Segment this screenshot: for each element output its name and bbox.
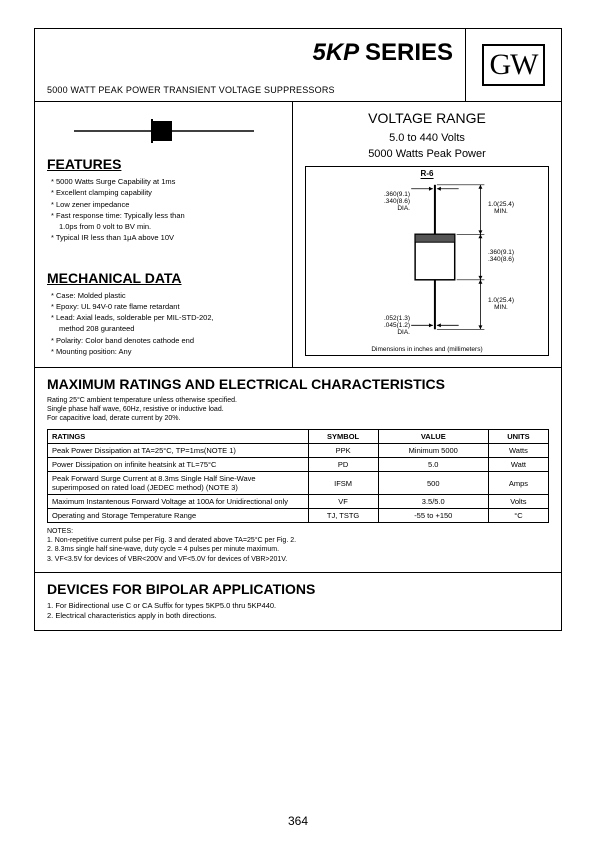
- features-list: 5000 Watts Surge Capability at 1ms Excel…: [51, 176, 280, 244]
- feature-item: Typical IR less than 1μA above 10V: [51, 232, 280, 243]
- dim-top-len: 1.0(25.4) MIN.: [488, 201, 514, 215]
- cell: 5.0: [378, 458, 488, 472]
- cell: Peak Power Dissipation at TA=25°C, TP=1m…: [48, 444, 309, 458]
- feature-item: Low zener impedance: [51, 199, 280, 210]
- left-column: FEATURES 5000 Watts Surge Capability at …: [35, 102, 293, 367]
- cell: Operating and Storage Temperature Range: [48, 509, 309, 523]
- voltage-range: 5.0 to 440 Volts: [305, 132, 549, 144]
- mech-item: Lead: Axial leads, solderable per MIL-ST…: [51, 312, 280, 323]
- ratings-intro: Rating 25°C ambient temperature unless o…: [47, 396, 549, 423]
- page-number: 364: [0, 814, 596, 828]
- title-series: SERIES: [365, 39, 453, 66]
- title-bold: 5KP: [313, 39, 359, 66]
- bipolar-section: DEVICES FOR BIPOLAR APPLICATIONS 1. For …: [34, 573, 562, 631]
- table-row: Power Dissipation on infinite heatsink a…: [48, 458, 549, 472]
- table-row: Peak Forward Surge Current at 8.3ms Sing…: [48, 472, 549, 495]
- table-header-row: RATINGS SYMBOL VALUE UNITS: [48, 430, 549, 444]
- note-line: 1. Non-repetitive current pulse per Fig.…: [47, 536, 549, 545]
- note-line: 2. 8.3ms single half sine-wave, duty cyc…: [47, 545, 549, 554]
- table-row: Operating and Storage Temperature Range …: [48, 509, 549, 523]
- dim-body: .360(9.1) .340(8.6): [488, 249, 514, 263]
- cell: TJ, TSTG: [308, 509, 378, 523]
- two-column: FEATURES 5000 Watts Surge Capability at …: [34, 102, 562, 368]
- cell: Minimum 5000: [378, 444, 488, 458]
- feature-item: 1.0ps from 0 volt to BV min.: [59, 221, 280, 232]
- bipolar-item: 2. Electrical characteristics apply in b…: [47, 611, 549, 622]
- package-drawing: R-6: [305, 166, 549, 356]
- ratings-notes: NOTES: 1. Non-repetitive current pulse p…: [47, 527, 549, 563]
- cell: 3.5/5.0: [378, 495, 488, 509]
- feature-item: Excellent clamping capability: [51, 187, 280, 198]
- cell: Power Dissipation on infinite heatsink a…: [48, 458, 309, 472]
- cell: Watts: [488, 444, 548, 458]
- feature-item: Fast response time: Typically less than: [51, 210, 280, 221]
- cell: 500: [378, 472, 488, 495]
- th-value: VALUE: [378, 430, 488, 444]
- th-ratings: RATINGS: [48, 430, 309, 444]
- mech-item: Mounting position: Any: [51, 346, 280, 357]
- th-units: UNITS: [488, 430, 548, 444]
- mechanical-title: MECHANICAL DATA: [47, 270, 280, 286]
- cell: IFSM: [308, 472, 378, 495]
- ratings-table: RATINGS SYMBOL VALUE UNITS Peak Power Di…: [47, 429, 549, 523]
- dim-bot-len: 1.0(25.4) MIN.: [488, 297, 514, 311]
- cell: -55 to +150: [378, 509, 488, 523]
- header-left: 5KP SERIES 5000 WATT PEAK POWER TRANSIEN…: [35, 29, 465, 101]
- note-line: 3. VF<3.5V for devices of VBR<200V and V…: [47, 555, 549, 564]
- title: 5KP SERIES: [47, 39, 453, 67]
- header: 5KP SERIES 5000 WATT PEAK POWER TRANSIEN…: [34, 28, 562, 102]
- cell: Maximum Instantenous Forward Voltage at …: [48, 495, 309, 509]
- ratings-title: MAXIMUM RATINGS AND ELECTRICAL CHARACTER…: [47, 376, 549, 392]
- intro-line: Rating 25°C ambient temperature unless o…: [47, 396, 549, 405]
- ratings-section: MAXIMUM RATINGS AND ELECTRICAL CHARACTER…: [34, 368, 562, 573]
- voltage-title: VOLTAGE RANGE: [305, 110, 549, 126]
- table-row: Peak Power Dissipation at TA=25°C, TP=1m…: [48, 444, 549, 458]
- diode-icon: [74, 116, 254, 146]
- mech-item: Polarity: Color band denotes cathode end: [51, 335, 280, 346]
- cell: PD: [308, 458, 378, 472]
- dim-caption: Dimensions in inches and (millimeters): [306, 346, 548, 353]
- mechanical-list: Case: Molded plastic Epoxy: UL 94V-0 rat…: [51, 290, 280, 358]
- intro-line: For capacitive load, derate current by 2…: [47, 414, 549, 423]
- dim-top-dia: .360(9.1) .340(8.6) DIA.: [362, 191, 410, 212]
- cell: Amps: [488, 472, 548, 495]
- intro-line: Single phase half wave, 60Hz, resistive …: [47, 405, 549, 414]
- cell: VF: [308, 495, 378, 509]
- bipolar-list: 1. For Bidirectional use C or CA Suffix …: [47, 601, 549, 622]
- feature-item: 5000 Watts Surge Capability at 1ms: [51, 176, 280, 187]
- mech-item: Epoxy: UL 94V-0 rate flame retardant: [51, 301, 280, 312]
- th-symbol: SYMBOL: [308, 430, 378, 444]
- logo: GW: [482, 44, 546, 86]
- mech-item: Case: Molded plastic: [51, 290, 280, 301]
- table-row: Maximum Instantenous Forward Voltage at …: [48, 495, 549, 509]
- subtitle: 5000 WATT PEAK POWER TRANSIENT VOLTAGE S…: [47, 85, 453, 95]
- logo-box: GW: [465, 29, 561, 101]
- cell: PPK: [308, 444, 378, 458]
- cell: Peak Forward Surge Current at 8.3ms Sing…: [48, 472, 309, 495]
- bipolar-title: DEVICES FOR BIPOLAR APPLICATIONS: [47, 581, 549, 597]
- dim-bot-dia: .052(1.3) .045(1.2) DIA.: [362, 315, 410, 336]
- mech-item: method 208 guranteed: [59, 323, 280, 334]
- cell: °C: [488, 509, 548, 523]
- voltage-power: 5000 Watts Peak Power: [305, 148, 549, 160]
- cell: Volts: [488, 495, 548, 509]
- cell: Watt: [488, 458, 548, 472]
- diode-symbol: [47, 116, 280, 146]
- bipolar-item: 1. For Bidirectional use C or CA Suffix …: [47, 601, 549, 612]
- right-column: VOLTAGE RANGE 5.0 to 440 Volts 5000 Watt…: [293, 102, 561, 367]
- notes-title: NOTES:: [47, 527, 549, 536]
- features-title: FEATURES: [47, 156, 280, 172]
